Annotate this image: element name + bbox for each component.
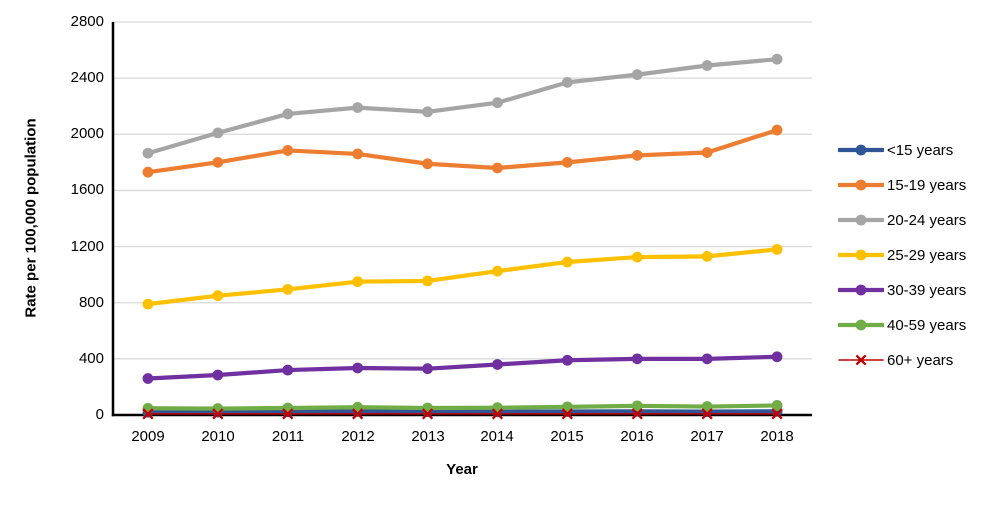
data-point: [352, 148, 364, 160]
data-point: [561, 76, 573, 88]
series-line: [145, 403, 780, 411]
data-point: [282, 364, 294, 376]
data-point: [212, 290, 224, 302]
data-point: [142, 373, 154, 384]
legend-label: 15-19 years: [887, 176, 967, 194]
data-point: [631, 353, 643, 365]
data-point: [492, 162, 503, 174]
legend-item: 40-59 years: [836, 313, 967, 337]
legend-item: <15 years: [836, 138, 966, 162]
data-point: [282, 402, 294, 414]
data-point: [631, 149, 643, 161]
data-point: [142, 147, 154, 159]
data-point: [142, 166, 154, 178]
data-point: [422, 158, 433, 170]
data-point: [631, 400, 643, 412]
line-circle-marker-icon: [836, 213, 886, 227]
data-point: [422, 275, 433, 287]
line-circle-marker-icon: [836, 318, 886, 332]
data-point: [701, 353, 713, 365]
x-axis-title: Year: [446, 461, 478, 478]
data-point: [422, 106, 433, 118]
data-point: [561, 256, 573, 268]
legend-item: 15-19 years: [836, 173, 967, 197]
data-point: [771, 243, 783, 255]
data-point: [492, 97, 503, 109]
data-point: [561, 156, 573, 168]
data-point: [771, 351, 783, 363]
legend-label: <15 years: [887, 141, 954, 159]
legend-label: 25-29 years: [887, 246, 967, 264]
line-circle-marker-icon: [836, 178, 886, 192]
data-point: [212, 127, 224, 139]
y-tick-label: 400: [78, 350, 104, 367]
series-line: [145, 247, 780, 307]
data-point: [701, 401, 713, 412]
y-tick-label: 2400: [70, 69, 104, 86]
data-point: [701, 250, 713, 262]
data-point: [771, 400, 783, 411]
data-point: [561, 354, 573, 366]
legend-item: 20-24 years: [836, 208, 967, 232]
data-point: [771, 124, 783, 136]
data-point: [422, 402, 433, 414]
legend: <15 years 15-19 years 20-24 years 25-29 …: [836, 138, 967, 383]
data-point: [492, 359, 503, 370]
x-tick-label: 2015: [550, 428, 584, 445]
y-tick-label: 0: [95, 406, 104, 423]
data-point: [212, 156, 224, 168]
y-tick-label: 2800: [70, 13, 104, 30]
data-point: [282, 145, 294, 156]
line-x-marker-icon: [838, 353, 884, 367]
data-point: [352, 276, 364, 288]
y-tick-label: 2000: [70, 125, 104, 142]
x-tick-label: 2011: [271, 428, 305, 445]
series-line: [145, 127, 780, 175]
y-tick-label: 1200: [70, 238, 104, 255]
legend-label: 30-39 years: [887, 281, 967, 299]
legend-item: 60+ years: [838, 348, 966, 372]
series-line: [145, 354, 780, 381]
line-circle-marker-icon: [836, 143, 886, 157]
legend-label: 60+ years: [887, 351, 954, 369]
data-point: [701, 147, 713, 158]
x-tick-label: 2014: [480, 428, 514, 445]
data-point: [352, 102, 364, 114]
x-tick-label: 2013: [411, 428, 445, 445]
x-tick-label: 2009: [131, 428, 165, 445]
series-line: [145, 57, 780, 156]
data-point: [771, 53, 783, 65]
data-point: [631, 251, 643, 263]
line-circle-marker-icon: [836, 248, 886, 262]
data-point: [492, 265, 503, 277]
x-tick-label: 2017: [690, 428, 724, 445]
data-point: [142, 402, 154, 414]
data-point: [352, 362, 364, 374]
x-tick-label: 2016: [620, 428, 654, 445]
x-tick-label: 2012: [341, 428, 375, 445]
legend-label: 40-59 years: [887, 316, 967, 334]
y-tick-label: 1600: [70, 181, 104, 198]
line-circle-marker-icon: [836, 283, 886, 297]
legend-item: 25-29 years: [836, 243, 967, 267]
data-point: [142, 298, 154, 310]
y-tick-label: 800: [78, 294, 104, 311]
data-point: [282, 283, 294, 295]
legend-label: 20-24 years: [887, 211, 967, 229]
data-point: [212, 369, 224, 381]
data-point: [701, 60, 713, 71]
data-point: [282, 108, 294, 120]
y-axis-title: Rate per 100,000 population: [22, 118, 40, 318]
x-tick-label: 2018: [760, 428, 794, 445]
data-point: [631, 69, 643, 81]
data-point: [422, 363, 433, 375]
legend-item: 30-39 years: [836, 278, 967, 302]
x-tick-label: 2010: [201, 428, 235, 445]
series-line: [145, 409, 780, 415]
